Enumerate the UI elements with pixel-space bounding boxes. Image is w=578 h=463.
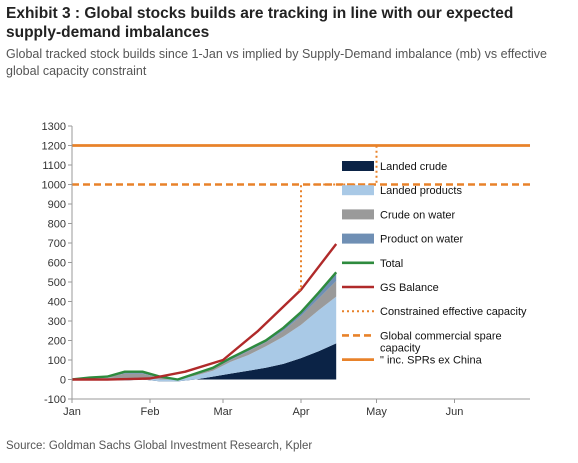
legend-label-inc-sprs-ex-china: " inc. SPRs ex China bbox=[380, 355, 483, 367]
x-tick-label: May bbox=[366, 406, 387, 418]
y-tick-label: 800 bbox=[48, 219, 66, 231]
legend-swatch-product-on-water bbox=[342, 233, 374, 244]
legend-swatch-landed-crude bbox=[342, 161, 374, 171]
legend-label-total: Total bbox=[380, 258, 403, 270]
legend-label-gs-balance: GS Balance bbox=[380, 282, 439, 294]
y-tick-label: 600 bbox=[48, 258, 66, 270]
y-tick-label: 1200 bbox=[42, 141, 66, 153]
y-tick-label: 1000 bbox=[42, 180, 66, 192]
y-tick-label: 400 bbox=[48, 297, 66, 309]
line-total bbox=[71, 271, 338, 381]
legend-swatch-landed-products bbox=[342, 185, 374, 196]
area-landed-crude bbox=[72, 343, 337, 382]
x-tick-label: Apr bbox=[292, 406, 309, 418]
line-constrained-effective-capacity bbox=[298, 145, 378, 291]
y-tick-label: 900 bbox=[48, 199, 66, 211]
legend-label-global-commercial-spare-capacity: Global commercial spare capacity bbox=[380, 330, 502, 354]
y-tick-label: 300 bbox=[48, 316, 66, 328]
legend-label-landed-products: Landed products bbox=[380, 185, 462, 197]
chart-title: Exhibit 3 : Global stocks builds are tra… bbox=[6, 5, 514, 41]
legend-label-product-on-water: Product on water bbox=[380, 234, 463, 246]
area-landed-products bbox=[72, 296, 337, 382]
legend-swatch-crude-on-water bbox=[342, 209, 374, 220]
y-tick-label: 0 bbox=[60, 375, 66, 387]
y-tick-label: 200 bbox=[48, 336, 66, 348]
y-tick-label: -100 bbox=[44, 394, 66, 406]
y-tick-label: 700 bbox=[48, 238, 66, 250]
y-tick-label: 100 bbox=[48, 355, 66, 367]
source-note: Source: Goldman Sachs Global Investment … bbox=[6, 440, 313, 452]
x-tick-label: Jun bbox=[446, 406, 464, 418]
x-tick-label: Feb bbox=[141, 406, 160, 418]
y-tick-label: 1300 bbox=[42, 121, 66, 133]
x-tick-label: Jan bbox=[63, 406, 81, 418]
line-gs-balance bbox=[72, 243, 338, 381]
legend-label-constrained-effective-capacity: Constrained effective capacity bbox=[380, 306, 527, 318]
legend-label-landed-crude: Landed crude bbox=[380, 161, 447, 173]
y-tick-label: 1100 bbox=[42, 160, 66, 172]
chart-subtitle: Global tracked stock builds since 1-Jan … bbox=[6, 47, 547, 78]
legend-label-crude-on-water: Crude on water bbox=[380, 209, 456, 221]
x-tick-label: Mar bbox=[214, 406, 233, 418]
y-tick-label: 500 bbox=[48, 277, 66, 289]
